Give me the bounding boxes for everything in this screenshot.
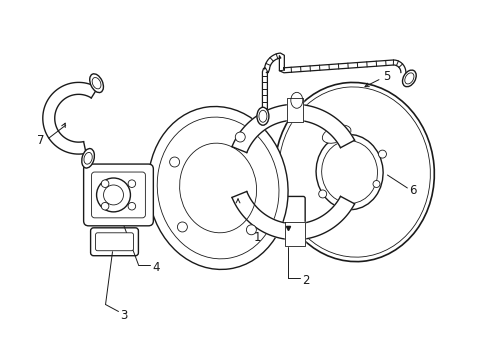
Ellipse shape bbox=[402, 70, 415, 87]
Circle shape bbox=[128, 202, 135, 210]
Circle shape bbox=[103, 185, 123, 205]
Circle shape bbox=[96, 178, 130, 212]
Polygon shape bbox=[285, 222, 304, 246]
Ellipse shape bbox=[148, 107, 287, 269]
Ellipse shape bbox=[157, 117, 279, 259]
Text: 2: 2 bbox=[301, 274, 308, 287]
Circle shape bbox=[128, 180, 135, 188]
Text: 1: 1 bbox=[253, 231, 261, 244]
Ellipse shape bbox=[256, 107, 268, 125]
Text: 3: 3 bbox=[120, 309, 127, 322]
Circle shape bbox=[101, 202, 109, 210]
Polygon shape bbox=[286, 98, 302, 122]
FancyBboxPatch shape bbox=[91, 172, 145, 218]
Circle shape bbox=[101, 180, 109, 188]
Polygon shape bbox=[231, 104, 354, 153]
Ellipse shape bbox=[274, 82, 433, 262]
Ellipse shape bbox=[92, 77, 101, 89]
Polygon shape bbox=[231, 192, 354, 240]
FancyBboxPatch shape bbox=[95, 233, 133, 251]
Ellipse shape bbox=[89, 74, 103, 93]
Ellipse shape bbox=[259, 110, 266, 122]
Ellipse shape bbox=[84, 152, 92, 164]
Text: 7: 7 bbox=[37, 134, 44, 147]
Ellipse shape bbox=[96, 175, 130, 215]
Polygon shape bbox=[42, 82, 98, 154]
Circle shape bbox=[378, 150, 386, 158]
FancyBboxPatch shape bbox=[83, 164, 153, 226]
Polygon shape bbox=[262, 53, 405, 108]
Circle shape bbox=[235, 132, 245, 142]
Text: 5: 5 bbox=[383, 70, 390, 83]
Ellipse shape bbox=[404, 73, 413, 84]
FancyBboxPatch shape bbox=[273, 197, 305, 228]
Circle shape bbox=[246, 225, 256, 235]
Ellipse shape bbox=[322, 125, 350, 143]
Circle shape bbox=[177, 222, 187, 232]
Ellipse shape bbox=[179, 143, 256, 233]
Ellipse shape bbox=[321, 141, 377, 203]
FancyBboxPatch shape bbox=[90, 228, 138, 256]
Ellipse shape bbox=[81, 149, 94, 168]
Text: 4: 4 bbox=[152, 261, 160, 274]
Ellipse shape bbox=[315, 134, 382, 210]
Circle shape bbox=[318, 190, 326, 198]
Ellipse shape bbox=[290, 92, 302, 108]
Circle shape bbox=[169, 157, 179, 167]
Circle shape bbox=[372, 180, 379, 188]
Text: 6: 6 bbox=[408, 184, 416, 197]
